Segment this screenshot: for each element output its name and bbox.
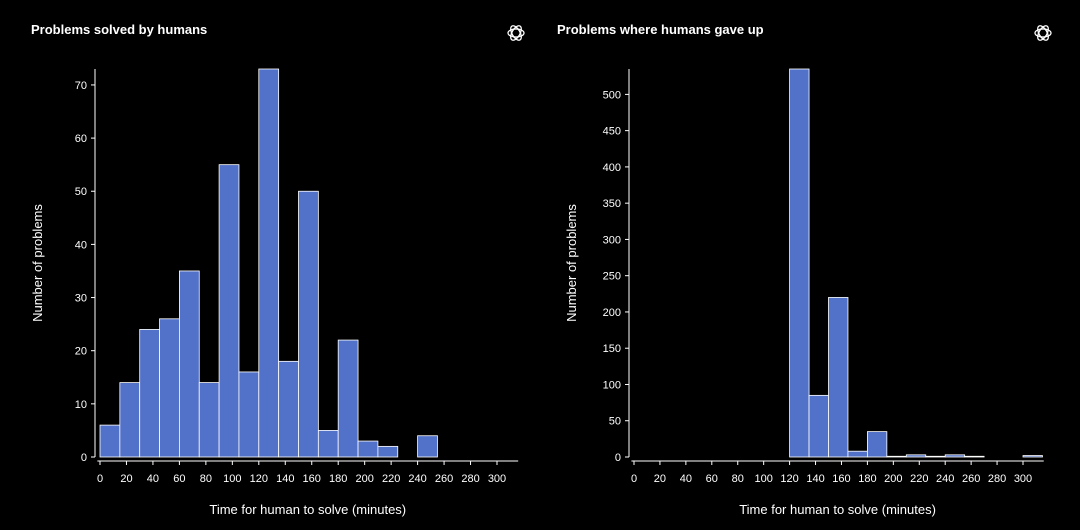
x-tick-label: 180 (329, 473, 347, 485)
histogram-bar (238, 371, 260, 458)
histogram-bar (964, 455, 985, 458)
histogram-bar (278, 360, 299, 458)
x-tick-label: 100 (223, 473, 241, 485)
y-tick-label: 400 (603, 162, 621, 174)
chart-1-title: Problems solved by humans (31, 22, 208, 37)
chart-2-title: Problems where humans gave up (557, 22, 764, 37)
y-axis-label: Number of problems (564, 204, 579, 322)
x-tick-label: 160 (303, 473, 321, 485)
x-tick-label: 220 (910, 473, 928, 485)
x-tick-label: 40 (147, 473, 159, 485)
x-tick-label: 60 (706, 473, 718, 485)
histogram-bar (847, 450, 868, 458)
histogram-bar (808, 394, 829, 458)
y-tick-label: 10 (75, 399, 87, 411)
x-tick-label: 260 (435, 473, 453, 485)
histogram-bar (357, 440, 379, 458)
y-tick-label: 150 (603, 343, 621, 355)
y-tick-label: 40 (75, 239, 87, 251)
openai-logo-icon (1032, 22, 1054, 44)
x-tick-label: 200 (884, 473, 902, 485)
histogram-bar (159, 318, 180, 458)
y-axis-label: Number of problems (30, 204, 45, 322)
y-tick-label: 0 (615, 452, 621, 464)
y-tick-label: 300 (603, 234, 621, 246)
histogram-bar (337, 339, 359, 458)
histogram-bar (925, 455, 946, 458)
x-tick-label: 120 (250, 473, 268, 485)
y-tick-label: 60 (75, 133, 87, 145)
histogram-bar (377, 445, 399, 458)
x-tick-label: 80 (200, 473, 212, 485)
x-tick-label: 280 (988, 473, 1006, 485)
y-tick-label: 50 (75, 186, 87, 198)
histogram-bar (317, 430, 339, 458)
y-tick-label: 70 (75, 80, 87, 92)
y-tick-label: 0 (81, 452, 87, 464)
histogram-humans-gave-up: 0 50 100 150 200 250 300 350 400 450 500 0 20 40 60 80 1… (564, 68, 1044, 517)
histogram-bar (198, 382, 220, 458)
histogram-bar (789, 68, 810, 458)
x-tick-label: 180 (858, 473, 876, 485)
histogram-bar (298, 190, 319, 458)
y-tick-label: 450 (603, 126, 621, 138)
y-tick-label: 100 (603, 379, 621, 391)
histogram-bar (866, 431, 888, 458)
histogram-bar (828, 297, 849, 458)
y-tick-label: 200 (603, 307, 621, 319)
y-tick-label: 500 (603, 89, 621, 101)
histogram-bar (905, 454, 927, 458)
x-tick-label: 140 (806, 473, 824, 485)
x-tick-label: 120 (780, 473, 798, 485)
x-tick-label: 300 (488, 473, 506, 485)
histogram-bar (218, 164, 240, 458)
y-tick-label: 20 (75, 346, 87, 358)
x-tick-label: 280 (461, 473, 479, 485)
x-tick-label: 240 (936, 473, 954, 485)
x-tick-label: 60 (173, 473, 185, 485)
x-tick-label: 260 (962, 473, 980, 485)
x-tick-label: 200 (355, 473, 373, 485)
histogram-bar (99, 424, 121, 458)
x-tick-label: 40 (680, 473, 692, 485)
histogram-bar (139, 329, 160, 458)
x-tick-label: 20 (120, 473, 132, 485)
y-tick-label: 50 (609, 416, 621, 428)
histogram-bar (258, 68, 280, 458)
histogram-bar (944, 454, 966, 458)
x-tick-label: 220 (382, 473, 400, 485)
x-tick-label: 160 (832, 473, 850, 485)
x-tick-label: 100 (754, 473, 772, 485)
x-axis-label: Time for human to solve (minutes) (739, 502, 936, 517)
x-axis-label: Time for human to solve (minutes) (209, 502, 406, 517)
histogram-bar (1022, 455, 1043, 458)
y-tick-label: 30 (75, 293, 87, 305)
openai-logo-icon (505, 22, 527, 44)
histogram-bar (886, 455, 907, 458)
x-tick-label: 0 (631, 473, 637, 485)
histogram-bar (417, 435, 438, 458)
x-tick-label: 80 (732, 473, 744, 485)
histogram-solved-by-humans: 0 10 20 30 40 50 60 70 0 20 40 60 80 100 120 140 160 180 2… (30, 68, 519, 517)
histogram-bar (178, 270, 200, 458)
x-tick-label: 0 (97, 473, 103, 485)
x-tick-label: 140 (276, 473, 294, 485)
x-tick-label: 300 (1014, 473, 1032, 485)
y-tick-label: 350 (603, 198, 621, 210)
x-tick-label: 240 (408, 473, 426, 485)
y-tick-label: 250 (603, 271, 621, 283)
histogram-bar (119, 382, 141, 458)
x-tick-label: 20 (654, 473, 666, 485)
